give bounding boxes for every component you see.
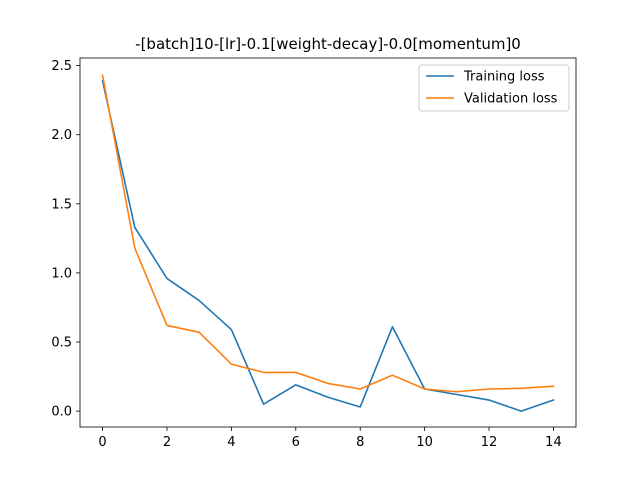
legend-label-validation-loss: Validation loss [464, 92, 558, 107]
legend: Training loss Validation loss [418, 64, 570, 112]
legend-label-training-loss: Training loss [463, 70, 545, 85]
y-tick-label: 1.0 [51, 266, 72, 281]
y-tick-label: 2.5 [51, 59, 72, 74]
x-tick-label: 0 [98, 435, 106, 450]
y-tick-label: 0.5 [51, 336, 72, 351]
x-tick-label: 2 [163, 435, 171, 450]
x-tick-label: 4 [227, 435, 235, 450]
plot-frame [79, 57, 577, 428]
x-tick-label: 6 [292, 435, 300, 450]
x-tick-label: 8 [356, 435, 364, 450]
y-tick-label: 0.0 [51, 405, 72, 420]
validation-loss-line [101, 74, 555, 393]
legend-box [418, 64, 570, 112]
x-axis: 0 2 4 6 8 10 12 14 [98, 427, 562, 450]
x-tick-label: 14 [545, 435, 562, 450]
y-tick-label: 2.0 [51, 128, 72, 143]
x-tick-label: 12 [481, 435, 498, 450]
y-axis: 0.0 0.5 1.0 1.5 2.0 2.5 [51, 59, 80, 420]
series-layer [101, 74, 555, 412]
training-loss-line [101, 79, 555, 412]
x-tick-label: 10 [416, 435, 433, 450]
chart-title: -[batch]10-[lr]-0.1[weight-decay]-0.0[mo… [135, 35, 521, 53]
y-tick-label: 1.5 [51, 197, 72, 212]
